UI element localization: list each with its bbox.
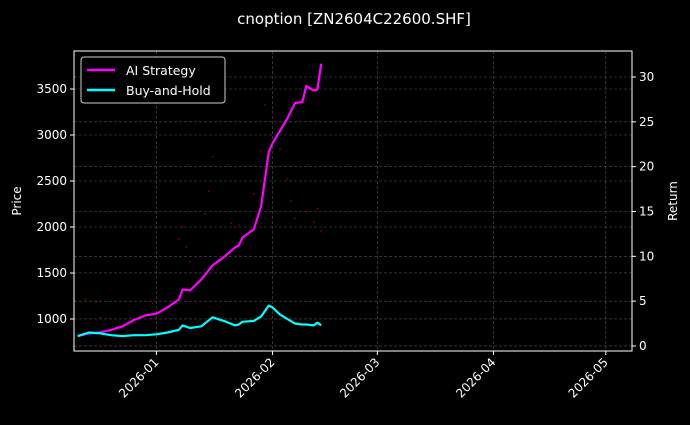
- price-point: [99, 317, 102, 319]
- series-line-buy-and-hold: [77, 304, 322, 338]
- price-point: [177, 238, 180, 240]
- y-left-tick-label: 3000: [36, 128, 67, 142]
- x-tick-label: 2026-01: [116, 355, 161, 400]
- x-tick-label: 2026-02: [232, 355, 277, 400]
- series-line-ai-strategy: [77, 63, 323, 338]
- x-tick-label: 2026-05: [566, 355, 611, 400]
- x-tick-label: 2026-03: [337, 355, 382, 400]
- y-right-tick-label: 30: [639, 70, 654, 84]
- price-point: [252, 193, 255, 195]
- price-point: [204, 213, 206, 215]
- price-point: [151, 302, 154, 304]
- price-point: [320, 230, 323, 232]
- y-right-tick-label: 20: [639, 160, 654, 174]
- legend-label-buy-and-hold: Buy-and-Hold: [126, 83, 211, 98]
- price-point: [279, 148, 281, 150]
- legend-box: [80, 56, 226, 104]
- y-right-tick-label: 15: [639, 204, 654, 218]
- y-right-tick-label: 10: [639, 249, 654, 263]
- price-point: [84, 298, 87, 300]
- price-point: [312, 221, 315, 223]
- y-left-tick-label: 1500: [36, 266, 67, 280]
- price-point: [211, 156, 214, 158]
- price-point: [230, 222, 233, 224]
- price-point: [316, 208, 319, 210]
- price-point: [237, 224, 240, 226]
- price-point: [95, 301, 98, 303]
- legend-label-ai-strategy: AI Strategy: [126, 63, 196, 78]
- chart-title: cnoption [ZN2604C22600.SHF]: [237, 10, 471, 28]
- price-point: [264, 104, 266, 106]
- plot-frame: [73, 50, 633, 352]
- price-point: [286, 178, 289, 180]
- legend: AI Strategy Buy-and-Hold: [80, 56, 226, 104]
- price-point: [185, 246, 188, 248]
- y-right-tick-label: 0: [639, 339, 647, 353]
- y-left-tick-label: 3500: [36, 82, 67, 96]
- price-point: [290, 200, 293, 202]
- price-point: [207, 190, 210, 192]
- price-point: [189, 261, 191, 263]
- price-point: [294, 217, 296, 219]
- x-tick-label: 2026-04: [453, 355, 498, 400]
- price-point: [260, 150, 263, 152]
- y-right-tick-label: 25: [639, 115, 654, 129]
- plot-marks: [77, 63, 323, 338]
- y-right-tick-label: 5: [639, 294, 647, 308]
- price-point: [305, 211, 308, 213]
- y-left-tick-label: 1000: [36, 312, 67, 326]
- y-axis-left-label: Price: [10, 186, 24, 215]
- price-point: [181, 226, 184, 228]
- y-axis-right-label: Return: [666, 181, 680, 221]
- y-left-tick-label: 2500: [36, 174, 67, 188]
- y-left-tick-label: 2000: [36, 220, 67, 234]
